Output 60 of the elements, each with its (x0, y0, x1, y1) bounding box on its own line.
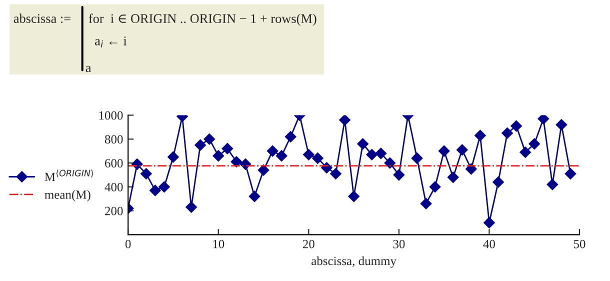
x-tick-label: 0 (125, 240, 131, 248)
point (411, 152, 423, 164)
point (546, 178, 558, 190)
legend-label: M$^{⟨ORIGIN⟩}$ (44, 170, 94, 182)
point (474, 130, 486, 142)
point (429, 181, 441, 192)
x-tick-label: 40 (483, 240, 495, 248)
point (420, 198, 432, 210)
point (186, 202, 197, 213)
point (484, 217, 495, 228)
x-tick-label: 50 (574, 240, 586, 248)
text: a$_{i}$ ← i (95, 36, 127, 48)
y-tick-label: 400 (104, 182, 123, 192)
point (502, 128, 513, 139)
point (230, 156, 242, 168)
point (276, 150, 288, 162)
point (266, 145, 278, 157)
point (150, 184, 161, 196)
point (258, 164, 270, 176)
point (528, 138, 540, 150)
point (393, 169, 405, 181)
point (168, 151, 179, 163)
y-tick-label: 1000 (99, 111, 123, 120)
point (204, 133, 215, 145)
point (330, 168, 342, 180)
point (140, 168, 152, 180)
text: abscissa := (14, 14, 70, 24)
text: for i ∈ ORIGIN .. ORIGIN − 1 + rows(M) (88, 14, 316, 26)
point (303, 149, 314, 160)
legend-label: mean(M) (44, 190, 90, 202)
point (456, 144, 468, 156)
point (158, 181, 170, 192)
point (312, 152, 324, 164)
point (366, 149, 378, 160)
point (222, 143, 234, 154)
point (348, 190, 360, 202)
point (339, 115, 350, 126)
text: a (86, 66, 92, 72)
x-axis-title: abscissa, dummy (312, 256, 396, 268)
point (212, 150, 224, 162)
point (375, 148, 386, 160)
point (520, 146, 531, 158)
y-tick-label: 600 (105, 159, 123, 168)
point (538, 115, 549, 124)
point (492, 176, 504, 188)
point (556, 119, 568, 130)
y-tick-label: 200 (105, 206, 123, 216)
point (384, 157, 396, 169)
point (285, 131, 296, 142)
point (510, 120, 522, 132)
point (248, 190, 260, 202)
point (564, 168, 576, 180)
point (438, 145, 450, 157)
y-tick-label: 800 (104, 135, 123, 144)
point (194, 139, 206, 151)
point (357, 138, 368, 150)
point (448, 172, 459, 183)
x-tick-label: 10 (213, 240, 224, 248)
x-tick-label: 30 (393, 240, 405, 248)
x-tick-label: 20 (302, 240, 314, 248)
